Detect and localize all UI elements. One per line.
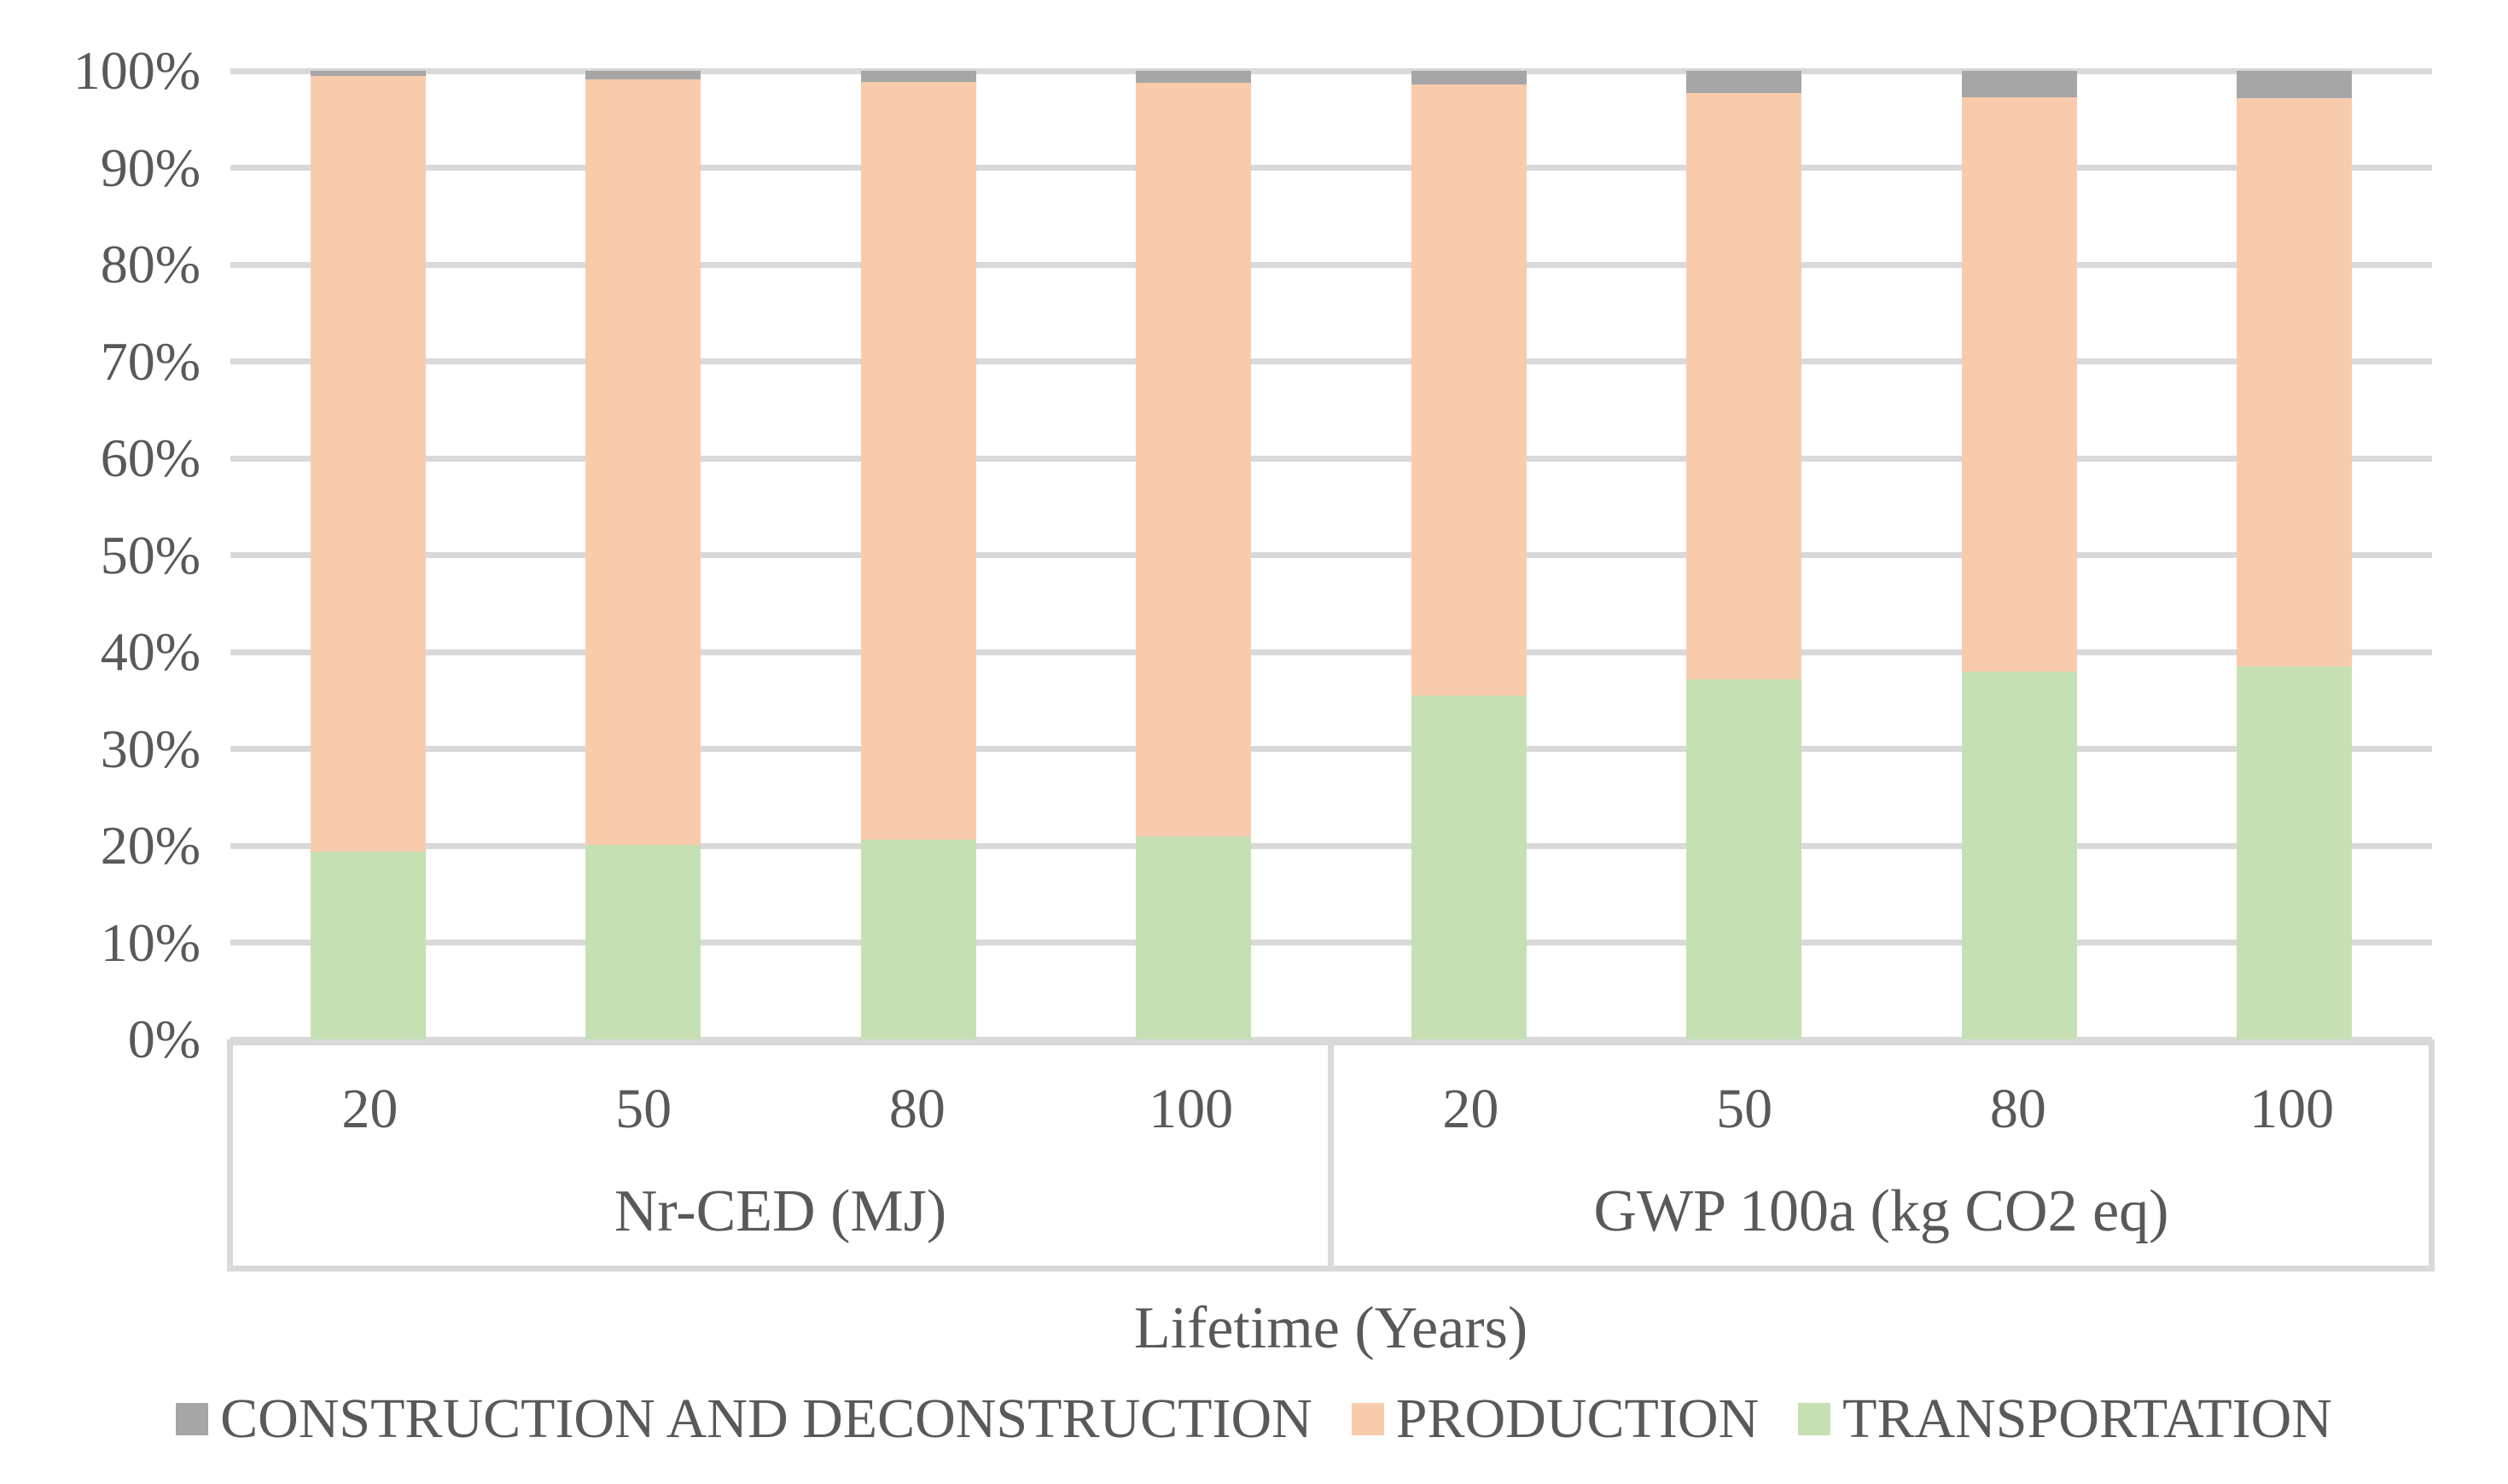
group-cell: 20 50 80 100 Nr-CED (MJ) — [233, 1045, 1328, 1266]
bar-slot-20 — [230, 71, 506, 1039]
segment-construction-and-deconstruction — [2237, 71, 2353, 98]
legend: CONSTRUCTION AND DECONSTRUCTION PRODUCTIO… — [0, 1389, 2508, 1449]
y-axis-label: 70% — [100, 330, 201, 392]
y-axis-label: 80% — [100, 234, 201, 294]
segment-production — [310, 75, 426, 852]
y-axis-label: 50% — [100, 524, 201, 585]
x-tick-label: 100 — [2249, 1078, 2335, 1140]
bar-slot-50 — [1607, 71, 1882, 1039]
legend-item-transportation: TRANSPORTATION — [1798, 1389, 2332, 1449]
legend-item-construction-and-deconstruction: CONSTRUCTION AND DECONSTRUCTION — [176, 1389, 1312, 1449]
segment-production — [860, 81, 976, 841]
x-tick-label: 50 — [1716, 1078, 1773, 1140]
segment-transportation — [860, 840, 976, 1039]
stacked-bar — [1686, 71, 1802, 1039]
y-axis-label: 60% — [100, 428, 201, 488]
segment-transportation — [2237, 666, 2353, 1039]
gridline-80pct — [230, 261, 2432, 268]
x-tick-label: 80 — [888, 1078, 946, 1140]
tick-row: 20 50 80 100 — [233, 1045, 1328, 1138]
y-axis-label: 30% — [100, 718, 201, 779]
segment-construction-and-deconstruction — [585, 71, 701, 80]
bar-slot-100 — [2157, 71, 2433, 1039]
tick-row: 20 50 80 100 — [1334, 1045, 2429, 1138]
segment-production — [585, 79, 701, 845]
segment-construction-and-deconstruction — [1961, 71, 2077, 97]
gridline-20pct — [230, 842, 2432, 849]
y-axis-label: 40% — [100, 621, 201, 682]
legend-label: TRANSPORTATION — [1842, 1388, 2332, 1450]
bar-slot-50 — [506, 71, 782, 1039]
segment-transportation — [585, 844, 701, 1039]
group-cell: 20 50 80 100 GWP 100a (kg CO2 eq) — [1328, 1045, 2429, 1266]
legend-swatch — [1351, 1403, 1384, 1435]
y-axis-label: 100% — [73, 40, 201, 101]
stacked-bar — [1136, 71, 1252, 1039]
bar-slot-80 — [1882, 71, 2157, 1039]
segment-production — [2237, 97, 2353, 667]
stacked-bar — [860, 71, 976, 1039]
y-axis-label: 90% — [100, 137, 201, 198]
x-tick-label: 80 — [1989, 1078, 2046, 1140]
segment-construction-and-deconstruction — [310, 71, 426, 76]
segment-production — [1686, 93, 1802, 679]
segment-construction-and-deconstruction — [1136, 71, 1252, 83]
gridline-10pct — [230, 940, 2432, 946]
x-tick-label: 100 — [1149, 1078, 1234, 1140]
group-label: GWP 100a (kg CO2 eq) — [1593, 1178, 2169, 1244]
bar-slot-20 — [1331, 71, 1607, 1039]
bar-slot-80 — [781, 71, 1056, 1039]
gridline-90pct — [230, 165, 2432, 171]
group-label: Nr-CED (MJ) — [614, 1178, 947, 1244]
legend-item-production: PRODUCTION — [1351, 1388, 1760, 1450]
x-tick-label: 20 — [341, 1078, 399, 1140]
segment-transportation — [310, 851, 426, 1039]
y-axis-label: 20% — [100, 815, 201, 876]
y-axis-label: 0% — [127, 1009, 201, 1069]
gridline-50pct — [230, 552, 2432, 558]
legend-swatch — [1798, 1403, 1831, 1435]
plot-area — [230, 67, 2432, 1043]
category-axis-box: 20 50 80 100 Nr-CED (MJ) 20 50 80 100 GWP 100a (k… — [227, 1039, 2435, 1272]
legend-label: PRODUCTION — [1395, 1388, 1760, 1450]
gridline-70pct — [230, 358, 2432, 364]
segment-production — [1411, 84, 1527, 696]
y-axis-label: 10% — [100, 911, 201, 973]
x-tick-label: 50 — [615, 1078, 672, 1140]
stacked-bar — [1961, 71, 2077, 1039]
bars-container — [230, 71, 2432, 1039]
segment-construction-and-deconstruction — [860, 71, 976, 82]
bar-slot-100 — [1056, 71, 1332, 1039]
segment-transportation — [1411, 695, 1527, 1039]
stacked-bar — [310, 71, 426, 1039]
segment-transportation — [1961, 671, 2077, 1039]
gridline-60pct — [230, 455, 2432, 462]
segment-transportation — [1136, 835, 1252, 1039]
segment-production — [1961, 96, 2077, 672]
gridline-100pct — [230, 67, 2432, 74]
segment-production — [1136, 82, 1252, 836]
x-tick-label: 20 — [1442, 1078, 1499, 1140]
gridline-40pct — [230, 649, 2432, 655]
stacked-bar — [2237, 71, 2353, 1039]
stacked-bar — [585, 71, 701, 1039]
segment-transportation — [1686, 678, 1802, 1039]
x-axis-title: Lifetime (Years) — [1133, 1295, 1528, 1361]
gridline-30pct — [230, 746, 2432, 752]
legend-swatch — [176, 1403, 209, 1435]
segment-construction-and-deconstruction — [1411, 71, 1527, 84]
segment-construction-and-deconstruction — [1686, 71, 1802, 94]
legend-label: CONSTRUCTION AND DECONSTRUCTION — [220, 1388, 1312, 1450]
stacked-bar — [1411, 71, 1527, 1039]
